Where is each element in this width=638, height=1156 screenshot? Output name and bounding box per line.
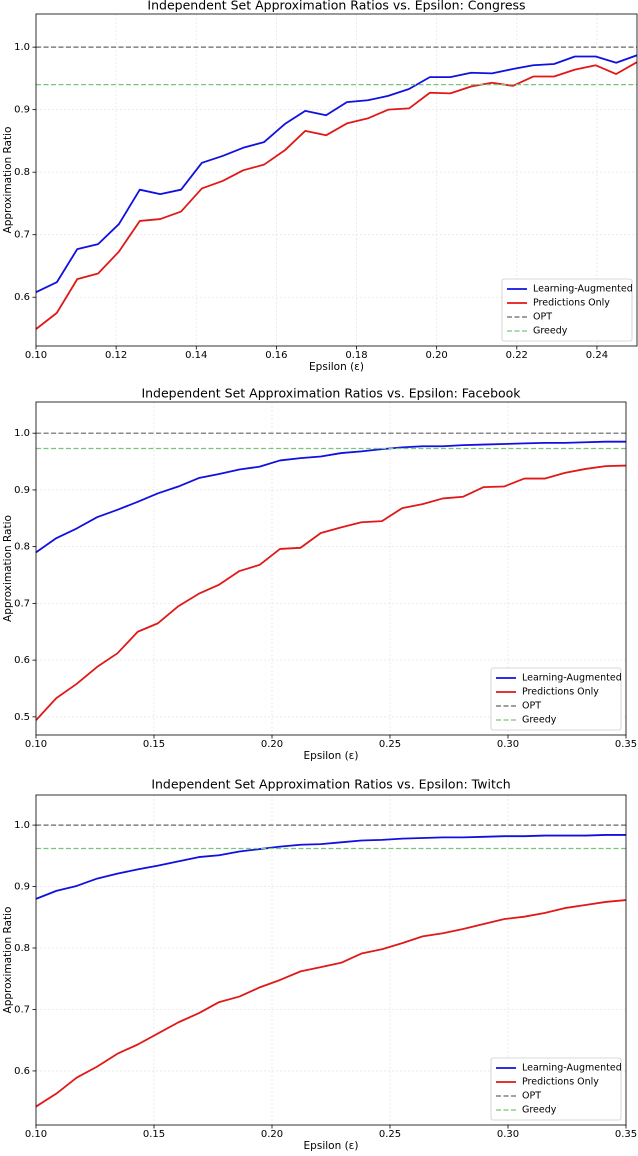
x-tick-label: 0.15 <box>143 1129 165 1140</box>
x-tick-label: 0.22 <box>506 350 528 361</box>
x-tick-label: 0.20 <box>426 350 448 361</box>
plot-frame <box>35 794 627 1126</box>
y-tick-label: 0.8 <box>14 167 30 178</box>
y-tick-label: 0.9 <box>14 485 30 496</box>
series-line <box>35 834 626 900</box>
chart-title: Independent Set Approximation Ratios vs.… <box>147 0 525 13</box>
plot-frame <box>35 13 638 347</box>
x-tick-label: 0.10 <box>25 1129 47 1140</box>
y-axis-label: Approximation Ratio <box>2 907 14 1014</box>
legend: Learning-Augmented Predictions Only OPT Gre… <box>490 1057 622 1121</box>
x-tick-label: 0.35 <box>615 1129 637 1140</box>
y-tick-label: 1.0 <box>14 428 30 439</box>
x-tick-label: 0.14 <box>185 350 207 361</box>
x-tick-label: 0.30 <box>497 1129 519 1140</box>
y-tick-label: 0.8 <box>14 542 30 553</box>
y-tick-label: 0.5 <box>14 712 30 723</box>
y-tick-label: 0.7 <box>14 598 30 609</box>
legend-label: Learning-Augmented <box>522 1063 622 1074</box>
y-tick-label: 0.7 <box>14 230 30 241</box>
y-tick-label: 0.9 <box>14 882 30 893</box>
x-tick-label: 0.25 <box>379 739 401 750</box>
x-tick-label: 0.30 <box>497 739 519 750</box>
legend-label: Greedy <box>522 1105 557 1116</box>
x-tick-label: 0.20 <box>261 739 283 750</box>
legend-label: Learning-Augmented <box>533 284 633 295</box>
series-line <box>35 899 627 1108</box>
x-tick-label: 0.20 <box>261 1129 283 1140</box>
y-tick-label: 0.9 <box>14 105 30 116</box>
x-tick-label: 0.35 <box>615 739 637 750</box>
y-tick-label: 0.6 <box>14 292 30 303</box>
plot-frame <box>35 401 627 736</box>
legend-box <box>490 1057 622 1121</box>
x-axis-label: Epsilon (ε) <box>304 1140 359 1152</box>
x-tick-label: 0.10 <box>25 739 47 750</box>
chart-title: Independent Set Approximation Ratios vs.… <box>151 777 510 792</box>
x-tick-label: 0.15 <box>143 739 165 750</box>
legend-label: Predictions Only <box>522 687 599 698</box>
legend-label: Learning-Augmented <box>522 673 622 684</box>
legend-label: Greedy <box>533 326 568 337</box>
y-tick-label: 0.6 <box>14 1066 30 1077</box>
y-tick-label: 1.0 <box>14 820 30 831</box>
x-tick-label: 0.10 <box>25 350 47 361</box>
y-tick-label: 0.7 <box>14 1004 30 1015</box>
subplot: Independent Set Approximation Ratios vs.… <box>2 386 637 763</box>
y-axis-label: Approximation Ratio <box>2 515 14 622</box>
legend-box <box>501 278 633 342</box>
legend-label: Greedy <box>522 715 557 726</box>
series-line <box>35 440 626 554</box>
x-axis-label: Epsilon (ε) <box>304 750 359 762</box>
series-line <box>35 464 627 721</box>
legend-label: OPT <box>522 701 541 712</box>
subplot: Independent Set Approximation Ratios vs.… <box>2 777 637 1153</box>
y-tick-label: 0.8 <box>14 943 30 954</box>
legend-label: OPT <box>522 1091 541 1102</box>
x-tick-label: 0.25 <box>379 1129 401 1140</box>
legend-box <box>490 667 622 731</box>
x-axis-label: Epsilon (ε) <box>309 361 364 373</box>
y-axis-label: Approximation Ratio <box>2 127 14 234</box>
legend: Learning-Augmented Predictions Only OPT Gre… <box>490 667 622 731</box>
subplot: Independent Set Approximation Ratios vs.… <box>2 0 638 373</box>
y-tick-label: 1.0 <box>14 42 30 53</box>
series-line <box>35 61 638 330</box>
x-tick-label: 0.24 <box>586 350 608 361</box>
legend-label: Predictions Only <box>533 298 610 309</box>
legend-label: Predictions Only <box>522 1077 599 1088</box>
y-tick-label: 0.6 <box>14 655 30 666</box>
legend-label: OPT <box>533 312 552 323</box>
legend: Learning-Augmented Predictions Only OPT Gre… <box>501 278 633 342</box>
series-line <box>35 54 638 294</box>
chart-title: Independent Set Approximation Ratios vs.… <box>141 386 521 401</box>
x-tick-label: 0.18 <box>345 350 367 361</box>
x-tick-label: 0.16 <box>265 350 287 361</box>
x-tick-label: 0.12 <box>105 350 127 361</box>
